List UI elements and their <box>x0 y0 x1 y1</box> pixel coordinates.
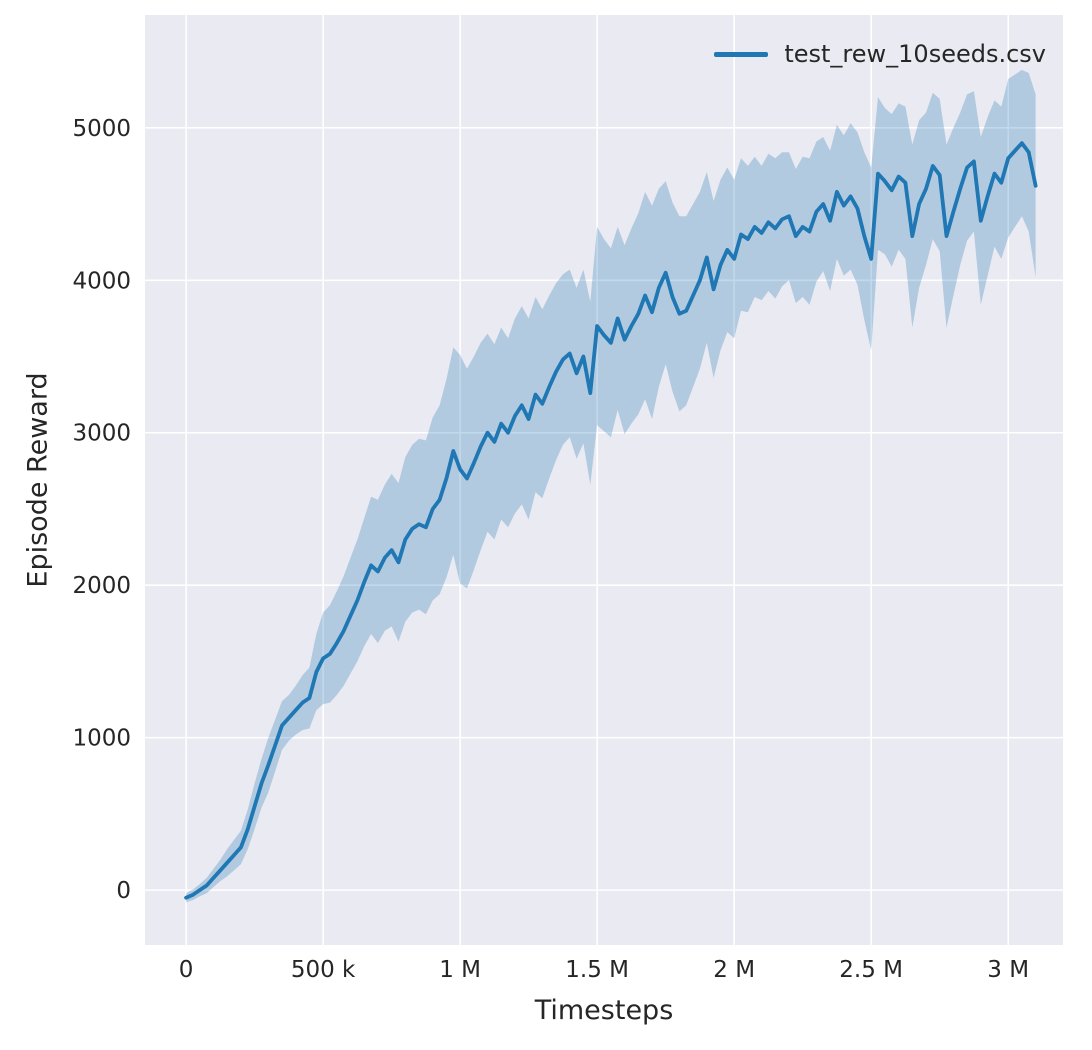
svg-text:3 M: 3 M <box>987 957 1029 983</box>
svg-text:3000: 3000 <box>72 421 131 447</box>
svg-text:2.5 M: 2.5 M <box>839 957 903 983</box>
legend-label: test_rew_10seeds.csv <box>784 40 1046 68</box>
svg-text:4000: 4000 <box>72 268 131 294</box>
svg-text:1.5 M: 1.5 M <box>565 957 629 983</box>
x-axis-label: Timesteps <box>534 995 674 1026</box>
svg-text:1000: 1000 <box>72 726 131 752</box>
svg-text:0: 0 <box>179 957 194 983</box>
svg-text:500 k: 500 k <box>291 957 356 983</box>
svg-text:2 M: 2 M <box>713 957 755 983</box>
svg-text:5000: 5000 <box>72 116 131 142</box>
svg-text:2000: 2000 <box>72 573 131 599</box>
svg-text:0: 0 <box>116 878 131 904</box>
legend-line-sample <box>714 51 769 57</box>
y-axis-label: Episode Reward <box>22 372 54 588</box>
svg-text:1 M: 1 M <box>439 957 481 983</box>
legend: test_rew_10seeds.csv <box>714 40 1046 68</box>
